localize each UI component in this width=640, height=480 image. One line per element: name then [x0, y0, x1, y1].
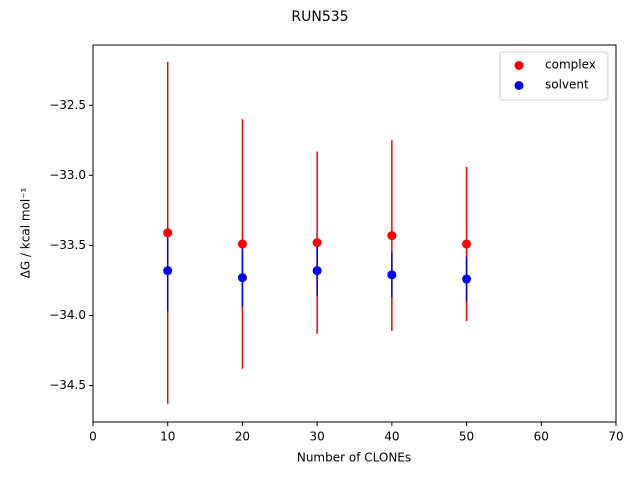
- point: [237, 273, 247, 283]
- x-axis-label: Number of CLONEs: [297, 451, 411, 465]
- y-tick-label: −33.0: [49, 168, 86, 182]
- x-tick-label: 70: [608, 430, 623, 444]
- legend-box: [499, 51, 609, 101]
- x-tick-label: 50: [459, 430, 474, 444]
- point: [462, 239, 472, 249]
- y-tick-label: −34.5: [49, 378, 86, 392]
- y-tick-label: −32.5: [49, 98, 86, 112]
- x-tick-label: 10: [160, 430, 175, 444]
- legend-marker: [514, 61, 524, 70]
- legend-label: complex: [545, 58, 596, 72]
- point: [387, 270, 397, 280]
- y-tick-label: −34.0: [49, 308, 86, 322]
- point: [387, 231, 397, 241]
- y-tick-label: −33.5: [49, 238, 86, 252]
- chart-title: RUN535: [291, 9, 348, 25]
- point: [312, 266, 322, 276]
- x-tick-label: 30: [310, 430, 325, 444]
- point: [237, 239, 247, 249]
- point: [312, 238, 322, 248]
- x-tick-label: 40: [384, 430, 399, 444]
- legend-marker: [514, 81, 524, 90]
- y-axis-label: ΔG / kcal mol⁻¹: [19, 187, 33, 278]
- x-tick-label: 0: [89, 430, 97, 444]
- legend-label: solvent: [545, 78, 589, 92]
- plot-frame: [92, 44, 617, 423]
- point: [462, 274, 472, 284]
- x-tick-label: 60: [534, 430, 549, 444]
- x-tick-label: 20: [235, 430, 250, 444]
- point: [163, 266, 173, 276]
- point: [163, 228, 173, 238]
